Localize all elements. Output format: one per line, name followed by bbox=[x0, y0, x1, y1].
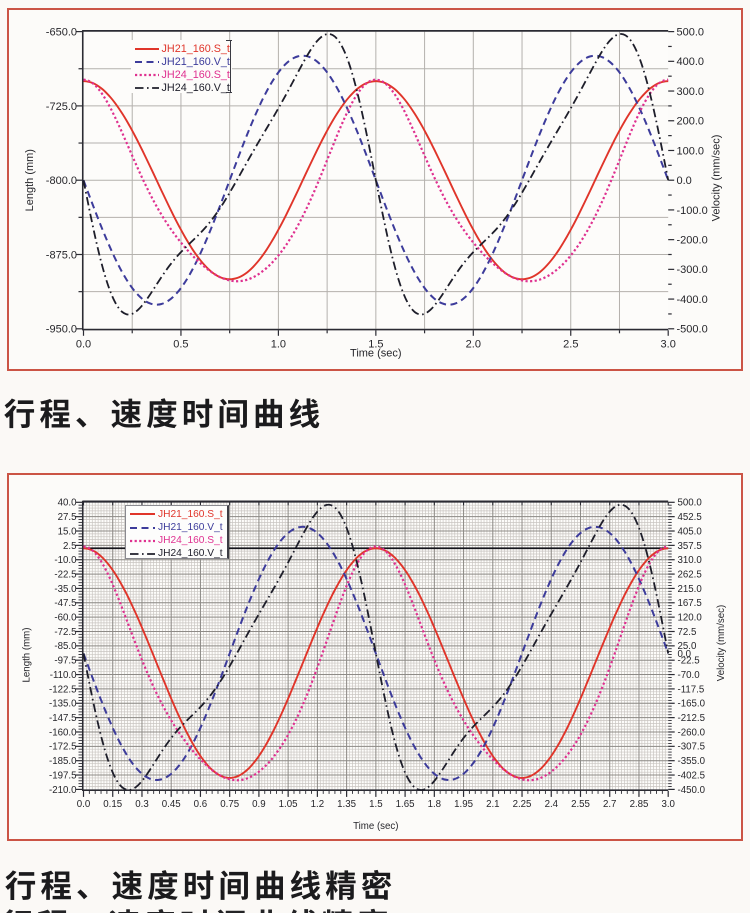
top-chart-frame bbox=[7, 8, 743, 371]
caption-glyph bbox=[359, 908, 387, 913]
caption-glyph bbox=[147, 909, 174, 913]
legend-line-sample bbox=[130, 553, 155, 555]
caption-glyph bbox=[289, 398, 320, 429]
caption-glyph bbox=[291, 909, 315, 913]
caption-glyph bbox=[184, 870, 214, 900]
caption-glyph bbox=[220, 870, 248, 900]
legend-label: JH21_160.S_t bbox=[161, 42, 230, 55]
caption-top-text: 行程、速度时间曲线 bbox=[0, 0, 1, 1]
caption-glyph bbox=[6, 909, 31, 913]
caption-glyph bbox=[76, 417, 87, 428]
caption-glyph bbox=[4, 398, 35, 429]
legend-line-sample bbox=[130, 526, 155, 529]
legend-item: JH21_160.V_t bbox=[134, 55, 230, 68]
caption-top-glyphs bbox=[4, 398, 320, 429]
caption-bottom-text: 行程、速度时间曲线精密 bbox=[0, 0, 1, 1]
legend-line-sample bbox=[134, 87, 159, 90]
legend-line-sample bbox=[130, 539, 155, 542]
legend-item: JH24_160.S_t bbox=[134, 68, 230, 81]
caption-glyph bbox=[38, 909, 67, 913]
top-chart-legend: JH21_160.S_t JH21_160.V_t JH24_160.S_t JH24… bbox=[131, 40, 232, 95]
caption-glyph bbox=[322, 909, 352, 913]
caption-glyph bbox=[325, 870, 356, 900]
caption-glyph bbox=[5, 870, 36, 900]
legend-top-serif bbox=[225, 40, 232, 42]
legend-line-sample bbox=[130, 513, 155, 516]
caption-glyph bbox=[255, 398, 282, 429]
legend-item: JH21_160.V_t bbox=[130, 521, 223, 534]
legend-label: JH24_160.V_t bbox=[158, 548, 223, 560]
legend-right-edge bbox=[229, 40, 232, 93]
bottom-chart-frame bbox=[7, 473, 743, 841]
caption-glyph bbox=[181, 909, 207, 913]
legend-item: JH24_160.V_t bbox=[130, 547, 223, 560]
caption-glyph bbox=[147, 870, 178, 900]
caption-glyph bbox=[183, 398, 213, 428]
caption-glyph bbox=[77, 889, 88, 900]
legend-item: JH24_160.S_t bbox=[130, 534, 223, 547]
legend-label: JH21_160.V_t bbox=[161, 55, 230, 68]
legend-label: JH24_160.S_t bbox=[158, 535, 223, 547]
caption-glyph bbox=[217, 909, 245, 913]
caption-glyph bbox=[109, 909, 139, 913]
caption-glyph bbox=[112, 870, 143, 900]
legend-label: JH21_160.S_t bbox=[158, 508, 223, 520]
caption-glyph bbox=[260, 909, 272, 913]
legend-line-sample bbox=[134, 73, 159, 77]
caption-glyph bbox=[41, 870, 71, 900]
caption-glyph bbox=[111, 398, 142, 429]
legend-line-sample bbox=[134, 47, 159, 50]
legend-item: JH21_160.S_t bbox=[130, 508, 223, 521]
caption-glyph bbox=[40, 398, 70, 429]
caption-glyph bbox=[290, 870, 321, 900]
legend-line-sample bbox=[134, 60, 159, 63]
legend-label: JH21_160.V_t bbox=[158, 522, 223, 534]
caption-glyph bbox=[146, 398, 177, 429]
caption-glyph bbox=[256, 870, 283, 900]
legend-item: JH24_160.V_t bbox=[134, 82, 230, 95]
caption-glyph bbox=[361, 869, 392, 900]
legend-item: JH21_160.S_t bbox=[134, 42, 230, 55]
legend-label: JH24_160.S_t bbox=[161, 68, 230, 81]
legend-bottom-serif bbox=[225, 91, 232, 93]
bottom-chart-legend: JH21_160.S_t JH21_160.V_t JH24_160.S_t JH24… bbox=[124, 505, 229, 560]
caption-glyph bbox=[219, 398, 247, 429]
legend-label: JH24_160.V_t bbox=[161, 82, 230, 95]
caption-bottom-glyphs bbox=[5, 869, 392, 913]
